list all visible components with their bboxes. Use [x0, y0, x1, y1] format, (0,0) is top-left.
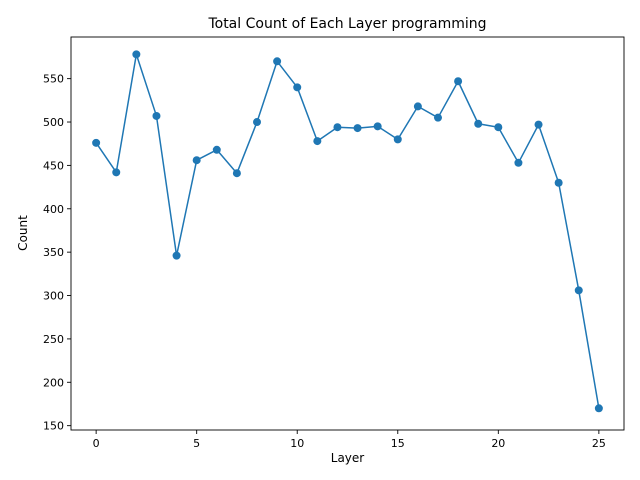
plot-frame — [70, 36, 625, 431]
x-tick-label: 10 — [290, 437, 304, 450]
axes: 0 5 10 15 20 25 150 200 250 300 350 400 450 500 550 — [43, 36, 625, 450]
y-tick-label: 200 — [43, 376, 64, 389]
x-tick-label: 15 — [391, 437, 405, 450]
data-point — [534, 120, 543, 129]
data-point — [253, 118, 262, 127]
x-axis-label: Layer — [331, 451, 365, 465]
data-point — [393, 135, 402, 144]
data-point — [413, 102, 422, 111]
y-tick-label: 550 — [43, 73, 64, 86]
y-axis-label: Count — [16, 215, 30, 251]
data-point — [514, 158, 523, 167]
y-tick-label: 300 — [43, 290, 64, 303]
data-point — [353, 124, 362, 133]
y-tick-label: 500 — [43, 116, 64, 129]
data-point — [454, 77, 463, 86]
series-layer — [92, 50, 603, 413]
data-point — [494, 123, 503, 132]
data-point — [313, 137, 322, 146]
data-point — [554, 178, 563, 187]
data-point — [574, 286, 583, 295]
y-tick-label: 350 — [43, 246, 64, 259]
data-point — [474, 119, 483, 128]
data-point — [152, 111, 161, 120]
data-point — [333, 123, 342, 132]
data-point — [594, 404, 603, 413]
y-tick-label: 150 — [43, 420, 64, 433]
data-point — [212, 145, 221, 154]
data-point — [293, 83, 302, 92]
data-point — [273, 57, 282, 66]
data-point — [112, 168, 121, 177]
y-tick-label: 250 — [43, 333, 64, 346]
data-point — [132, 50, 141, 59]
data-point — [172, 251, 181, 260]
x-tick-label: 5 — [193, 437, 200, 450]
x-tick-label: 25 — [592, 437, 606, 450]
x-tick-label: 0 — [93, 437, 100, 450]
series-line — [95, 53, 600, 409]
data-point — [92, 138, 101, 147]
data-point — [192, 156, 201, 165]
chart-title: Total Count of Each Layer programming — [207, 16, 486, 32]
y-tick-label: 400 — [43, 203, 64, 216]
data-point — [373, 122, 382, 131]
x-tick-label: 20 — [491, 437, 505, 450]
data-point — [433, 113, 442, 122]
y-tick-label: 450 — [43, 159, 64, 172]
data-point — [232, 169, 241, 178]
